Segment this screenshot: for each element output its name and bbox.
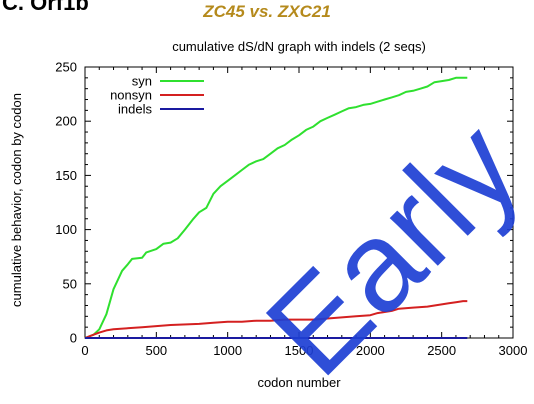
x-tick-label: 0 — [81, 343, 88, 358]
chart-title: cumulative dS/dN graph with indels (2 se… — [172, 39, 426, 54]
y-tick-label: 200 — [55, 114, 77, 129]
y-tick-label: 100 — [55, 222, 77, 237]
series-line-syn — [84, 76, 468, 339]
x-tick-label: 3000 — [499, 343, 528, 358]
x-axis-label: codon number — [257, 375, 341, 390]
legend-label-indels: indels — [118, 102, 152, 117]
x-tick-label: 1000 — [213, 343, 242, 358]
x-tick-label: 2500 — [427, 343, 456, 358]
x-tick-label: 2000 — [356, 343, 385, 358]
panel-label: C. Orf1b — [2, 0, 89, 15]
x-tick-label: 1500 — [285, 343, 314, 358]
series-line-nonsyn — [84, 300, 468, 339]
legend-label-syn: syn — [132, 74, 152, 89]
y-tick-label: 0 — [70, 331, 77, 346]
x-tick-label: 500 — [145, 343, 167, 358]
y-axis-label: cumulative behavior, codon by codon — [9, 93, 24, 307]
y-tick-label: 50 — [63, 276, 77, 291]
plot-area: 0 500 1000 1500 2000 2500 3000 0 50 100 150 200 250 — [55, 60, 527, 359]
comparison-title: ZC45 vs. ZXC21 — [203, 2, 331, 21]
legend-label-nonsyn: nonsyn — [110, 88, 152, 103]
line-chart: cumulative dS/dN graph with indels (2 se… — [9, 39, 527, 390]
y-tick-label: 150 — [55, 168, 77, 183]
y-tick-label: 250 — [55, 60, 77, 75]
